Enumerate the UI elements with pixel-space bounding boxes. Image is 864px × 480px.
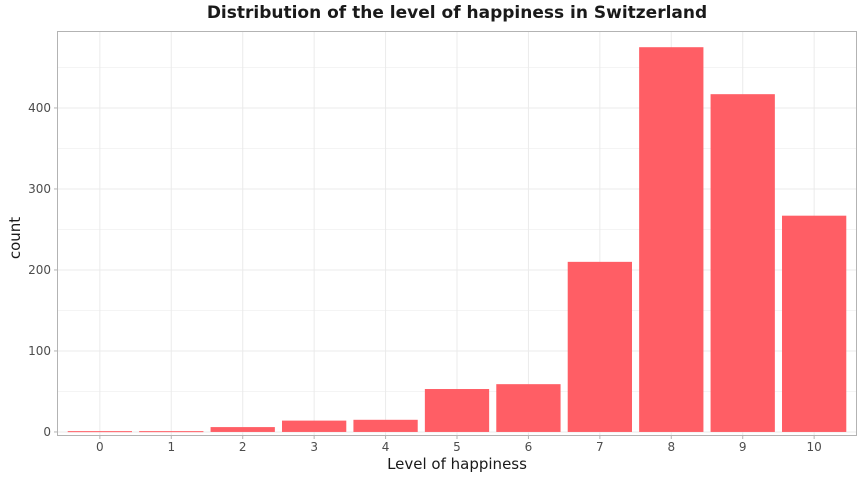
bars <box>67 47 847 433</box>
x-tick-label: 1 <box>167 440 175 454</box>
y-axis-ticks: 0 100 200 300 400 <box>28 101 57 439</box>
x-tick-label: 4 <box>382 440 390 454</box>
bar-9 <box>710 94 775 432</box>
bar-10 <box>782 215 847 432</box>
y-tick-label: 400 <box>28 101 51 115</box>
x-tick-label: 3 <box>310 440 318 454</box>
x-tick-label: 9 <box>739 440 747 454</box>
bar-4 <box>353 419 418 432</box>
x-tick-label: 10 <box>807 440 822 454</box>
chart-title: Distribution of the level of happiness i… <box>206 3 708 23</box>
bar-7 <box>567 261 632 432</box>
bar-8 <box>639 47 704 432</box>
x-axis-ticks: 0 1 2 3 4 5 6 7 8 9 10 <box>96 436 822 454</box>
y-tick-label: 300 <box>28 182 51 196</box>
bar-2 <box>210 427 275 432</box>
bar-6 <box>496 384 561 432</box>
x-tick-label: 2 <box>239 440 247 454</box>
bar-3 <box>282 420 347 432</box>
x-axis-label: Level of happiness <box>387 455 527 473</box>
x-tick-label: 0 <box>96 440 104 454</box>
y-tick-label: 200 <box>28 263 51 277</box>
bar-1 <box>139 431 204 433</box>
x-tick-label: 6 <box>525 440 533 454</box>
x-tick-label: 5 <box>453 440 461 454</box>
plot-panel-border <box>57 31 857 436</box>
x-tick-label: 7 <box>596 440 604 454</box>
x-tick-label: 8 <box>667 440 675 454</box>
y-tick-label: 100 <box>28 344 51 358</box>
bar-0 <box>67 431 132 433</box>
bar-5 <box>424 389 490 432</box>
y-tick-label: 0 <box>43 425 51 439</box>
